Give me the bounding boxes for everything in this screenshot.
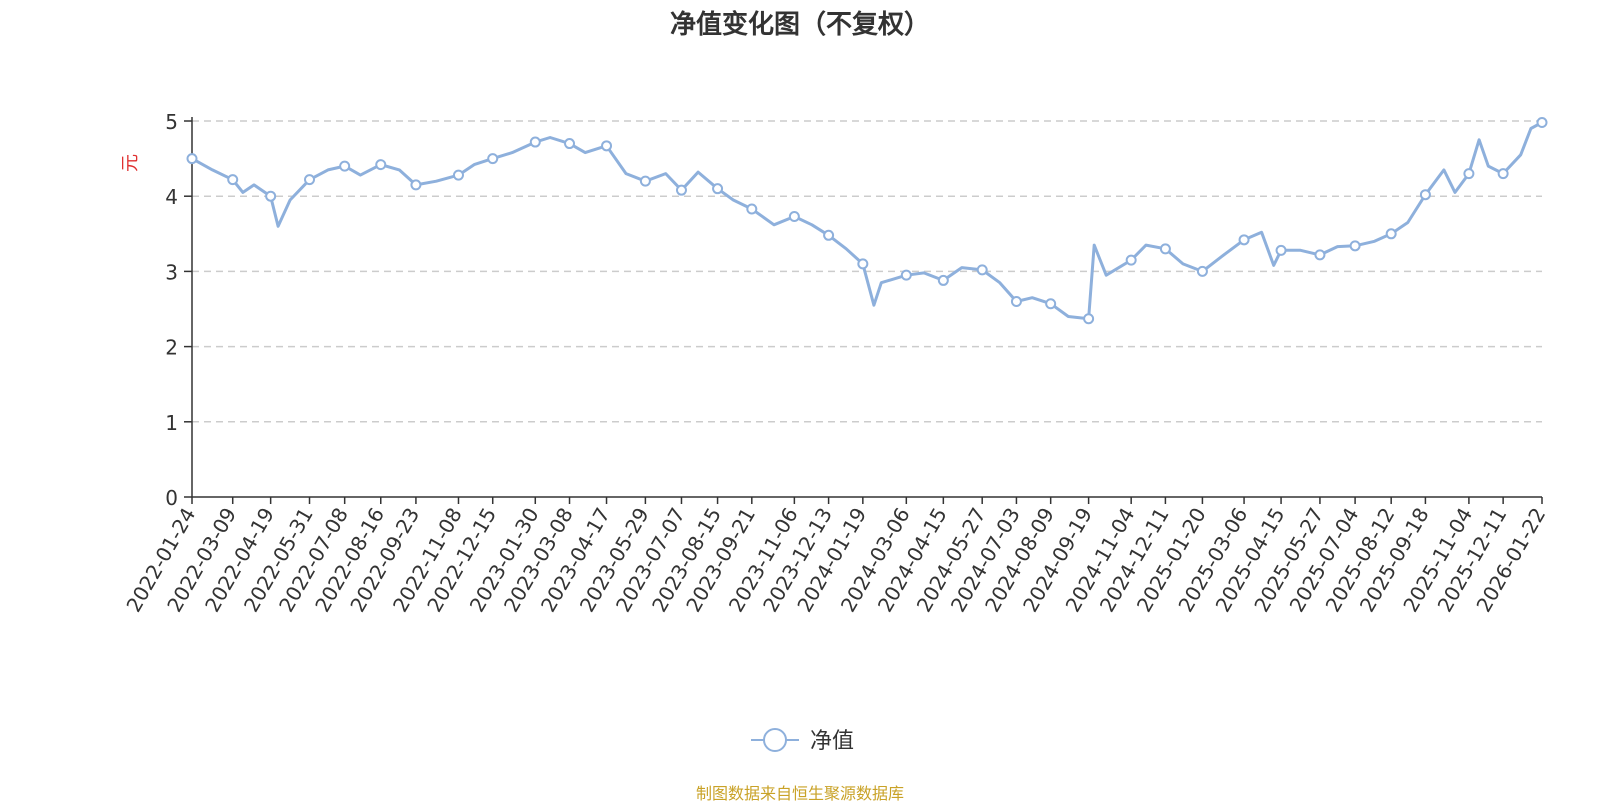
series-point [1045, 298, 1057, 310]
series-point [857, 258, 869, 270]
series-point [304, 174, 316, 186]
series-point [1238, 234, 1250, 246]
series-point [1010, 295, 1022, 307]
y-tick-label: 4 [165, 185, 178, 209]
series-point [1536, 117, 1548, 129]
series-point [410, 179, 422, 191]
legend-label: 净值 [810, 729, 854, 754]
y-tick-label: 0 [165, 486, 178, 510]
series-point [1349, 240, 1361, 252]
series-point [1083, 313, 1095, 325]
series-point [265, 190, 277, 202]
series-point [788, 211, 800, 223]
series-point [487, 153, 499, 165]
series-point [639, 175, 651, 187]
series-point [452, 169, 464, 181]
y-tick-label: 5 [165, 110, 178, 134]
series-point [937, 274, 949, 286]
y-tick-label: 2 [165, 336, 178, 360]
series-point [1159, 243, 1171, 255]
series-point [339, 160, 351, 172]
series-point [1385, 228, 1397, 240]
series-point [1463, 168, 1475, 180]
y-tick-labels: 0 1 2 3 4 5 [165, 110, 178, 510]
series-point [1419, 189, 1431, 201]
x-tick-labels: 2022-01-242022-03-092022-04-192022-05-31… [121, 497, 1550, 616]
axes [191, 117, 1542, 498]
series-point [1497, 168, 1509, 180]
series-point [976, 264, 988, 276]
series-point [529, 136, 541, 148]
series-point [1314, 249, 1326, 261]
series-point [823, 229, 835, 241]
series-point [601, 140, 613, 152]
series-point [746, 203, 758, 215]
series-point [564, 138, 576, 150]
legend-marker-icon [763, 728, 787, 752]
series-point [375, 159, 387, 171]
series-point [712, 183, 724, 195]
series-point [186, 153, 198, 165]
series-point [675, 184, 687, 196]
series-point [1125, 254, 1137, 266]
series-point [1196, 265, 1208, 277]
grid-lines [184, 120, 1542, 498]
series-markers [186, 117, 1548, 325]
series-line-nav [191, 121, 1543, 321]
y-axis-label: 元 [120, 154, 141, 172]
legend[interactable]: 净值 [751, 728, 854, 754]
series-point [900, 269, 912, 281]
y-tick-label: 3 [165, 260, 178, 284]
source-note: 制图数据来自恒生聚源数据库 [695, 784, 904, 803]
series-point [227, 174, 239, 186]
series-point [1275, 244, 1287, 256]
chart-title: 净值变化图（不复权） [669, 10, 930, 40]
y-tick-label: 1 [165, 411, 178, 435]
